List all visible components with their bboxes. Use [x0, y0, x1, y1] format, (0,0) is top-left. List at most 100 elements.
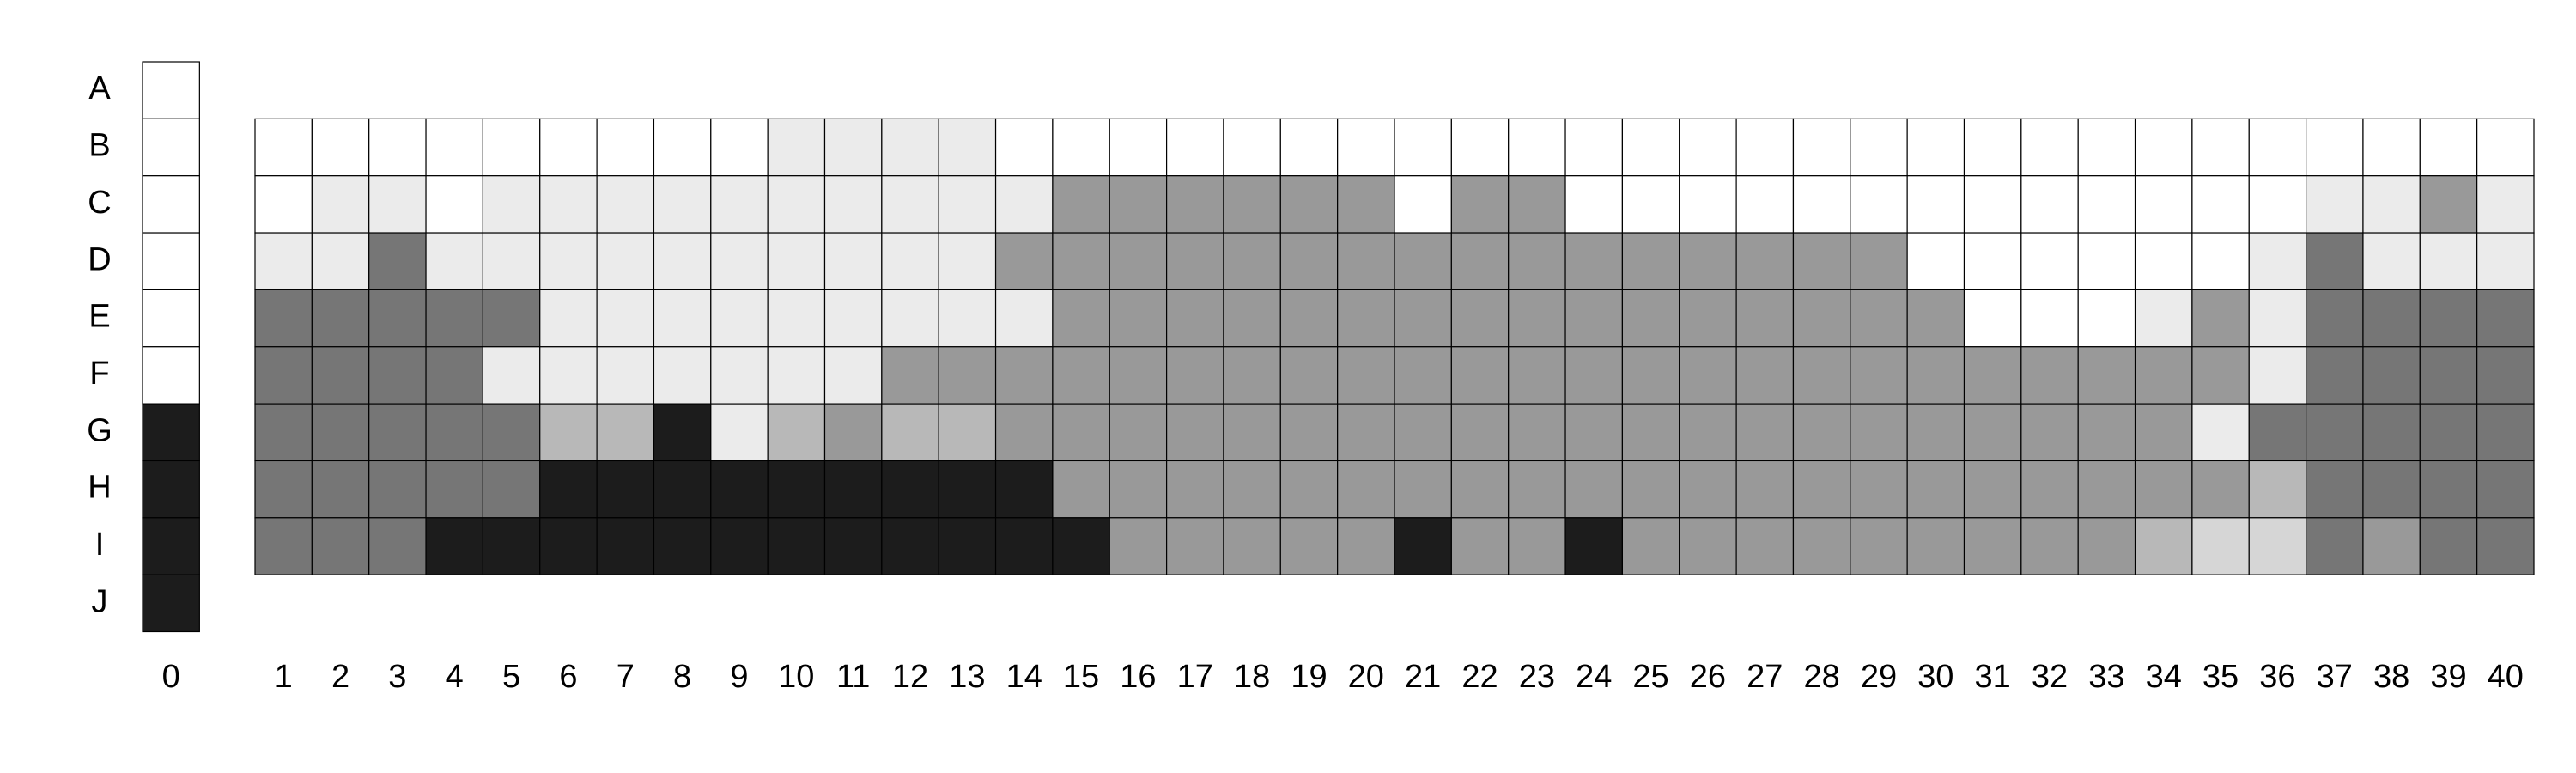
heatmap-cell-F-15 — [1052, 346, 1110, 405]
heatmap-cell-B-6 — [539, 118, 598, 177]
heatmap-cell-H-1 — [254, 460, 313, 519]
heatmap-cell-F-9 — [710, 346, 769, 405]
heatmap-cell-H-16 — [1109, 460, 1168, 519]
heatmap-cell-E-24 — [1564, 289, 1624, 348]
heatmap-cell-C-7 — [596, 175, 655, 234]
heatmap-cell-C-20 — [1337, 175, 1395, 234]
heatmap-cell-F-38 — [2362, 346, 2421, 405]
heatmap-cell-C-16 — [1109, 175, 1168, 234]
heatmap-cell-B-30 — [1906, 118, 1965, 177]
heatmap-cell-G-26 — [1679, 403, 1737, 462]
heatmap-cell-I-12 — [881, 517, 939, 575]
heatmap-cell-C-22 — [1450, 175, 1510, 234]
heatmap-cell-G-19 — [1279, 403, 1339, 462]
heatmap-cell-H-8 — [653, 460, 712, 519]
heatmap-cell-H-2 — [311, 460, 370, 519]
heatmap-cell-I-36 — [2248, 517, 2307, 575]
heatmap-cell-F-30 — [1906, 346, 1965, 405]
heatmap-cell-D-13 — [938, 232, 997, 290]
heatmap-cell-B-39 — [2419, 118, 2478, 177]
heatmap-cell-I-10 — [767, 517, 826, 575]
heatmap-cell-G-20 — [1337, 403, 1395, 462]
heatmap-cell-E-20 — [1337, 289, 1395, 348]
heatmap-cell-E-14 — [994, 289, 1054, 348]
heatmap-cell-G-3 — [368, 403, 427, 462]
col-tick-label-3: 3 — [388, 659, 406, 695]
heatmap-cell-ref-H — [142, 460, 200, 519]
heatmap-cell-I-23 — [1508, 517, 1566, 575]
heatmap-cell-E-7 — [596, 289, 655, 348]
col-tick-label-6: 6 — [559, 659, 577, 695]
heatmap-cell-G-18 — [1223, 403, 1281, 462]
column-tick-labels: 0 1 2 3 4 5 6 7 8 9 10 11 12 13 14 15 16 17 18 19 20 21 22 23 24… — [162, 659, 2524, 695]
heatmap-cell-ref-D — [142, 232, 200, 290]
heatmap-cell-H-38 — [2362, 460, 2421, 519]
heatmap-cell-H-9 — [710, 460, 769, 519]
col-tick-label-21: 21 — [1405, 659, 1441, 695]
heatmap-cell-E-31 — [1963, 289, 2022, 348]
heatmap-cell-E-27 — [1735, 289, 1795, 348]
col-tick-label-34: 34 — [2146, 659, 2182, 695]
heatmap-cell-G-29 — [1850, 403, 1908, 462]
heatmap-cell-H-19 — [1279, 460, 1339, 519]
heatmap-cell-G-13 — [938, 403, 997, 462]
heatmap-cell-F-6 — [539, 346, 598, 405]
heatmap-cell-B-25 — [1621, 118, 1680, 177]
heatmap-cell-I-4 — [425, 517, 483, 575]
heatmap-cell-D-23 — [1508, 232, 1566, 290]
col-tick-label-38: 38 — [2373, 659, 2409, 695]
heatmap-cell-B-4 — [425, 118, 483, 177]
heatmap-cell-B-35 — [2191, 118, 2250, 177]
heatmap-cell-D-34 — [2134, 232, 2193, 290]
heatmap-cell-B-7 — [596, 118, 655, 177]
heatmap-cell-H-36 — [2248, 460, 2307, 519]
heatmap-cell-I-8 — [653, 517, 712, 575]
heatmap-cell-B-34 — [2134, 118, 2193, 177]
heatmap-cell-H-5 — [482, 460, 541, 519]
row-tick-label-H: H — [88, 470, 111, 506]
heatmap-cell-H-30 — [1906, 460, 1965, 519]
heatmap-cell-F-40 — [2476, 346, 2535, 405]
heatmap-cell-E-26 — [1679, 289, 1737, 348]
heatmap-cell-F-27 — [1735, 346, 1795, 405]
heatmap-cell-H-25 — [1621, 460, 1680, 519]
heatmap-cell-I-11 — [823, 517, 883, 575]
heatmap-cell-C-33 — [2077, 175, 2136, 234]
heatmap-cell-C-10 — [767, 175, 826, 234]
heatmap-cell-H-3 — [368, 460, 427, 519]
heatmap-cell-H-31 — [1963, 460, 2022, 519]
heatmap-cell-D-35 — [2191, 232, 2250, 290]
heatmap-cell-C-17 — [1165, 175, 1224, 234]
heatmap-cell-E-32 — [2020, 289, 2079, 348]
heatmap-cell-G-38 — [2362, 403, 2421, 462]
heatmap-cell-I-21 — [1394, 517, 1452, 575]
heatmap-cell-G-24 — [1564, 403, 1624, 462]
heatmap-cell-C-38 — [2362, 175, 2421, 234]
heatmap-cell-ref-I — [142, 517, 200, 575]
heatmap-cell-ref-G — [142, 403, 200, 462]
heatmap-cell-I-28 — [1792, 517, 1851, 575]
heatmap-cell-I-27 — [1735, 517, 1795, 575]
col-tick-label-18: 18 — [1234, 659, 1270, 695]
heatmap-cell-D-10 — [767, 232, 826, 290]
heatmap-cell-B-15 — [1052, 118, 1110, 177]
heatmap-cell-I-33 — [2077, 517, 2136, 575]
heatmap-cell-F-5 — [482, 346, 541, 405]
heatmap-cell-E-16 — [1109, 289, 1168, 348]
heatmap-cell-G-25 — [1621, 403, 1680, 462]
heatmap-cell-C-19 — [1279, 175, 1339, 234]
col-tick-label-20: 20 — [1348, 659, 1384, 695]
heatmap-cell-E-13 — [938, 289, 997, 348]
heatmap-cell-D-1 — [254, 232, 313, 290]
heatmap-cell-F-21 — [1394, 346, 1452, 405]
heatmap-cell-H-7 — [596, 460, 655, 519]
heatmap-cell-C-26 — [1679, 175, 1737, 234]
heatmap-cell-D-29 — [1850, 232, 1908, 290]
heatmap-cell-H-26 — [1679, 460, 1737, 519]
heatmap-cell-I-17 — [1165, 517, 1224, 575]
heatmap-cell-D-15 — [1052, 232, 1110, 290]
col-tick-label-13: 13 — [949, 659, 985, 695]
heatmap-cell-E-8 — [653, 289, 712, 348]
heatmap-cell-H-10 — [767, 460, 826, 519]
col-tick-label-22: 22 — [1461, 659, 1498, 695]
